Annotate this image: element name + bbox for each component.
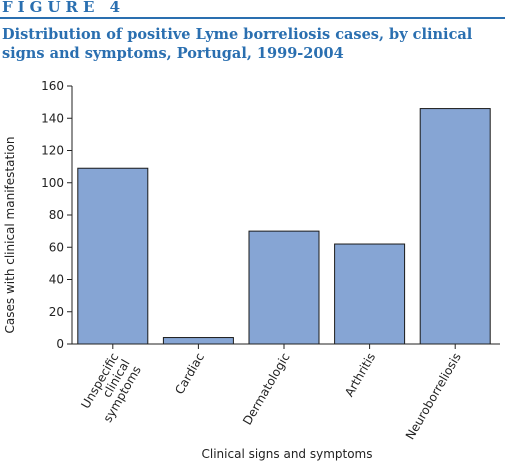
bar bbox=[248, 230, 320, 345]
x-tick-label: Arthritis bbox=[342, 351, 378, 400]
y-tick-label: 20 bbox=[49, 305, 64, 319]
y-tick-label: 0 bbox=[56, 337, 64, 351]
x-tick-label: Cardiac bbox=[172, 351, 207, 397]
figure-title: Distribution of positive Lyme borreliosi… bbox=[2, 26, 473, 62]
bars bbox=[77, 108, 491, 345]
y-axis-title: Cases with clinical manifestation bbox=[3, 137, 17, 334]
y-tick-label: 140 bbox=[41, 111, 64, 125]
x-axis-ticks: Unspecificclinicalsymptoms Cardiac Dermato… bbox=[78, 344, 464, 442]
header-rule bbox=[0, 17, 505, 19]
y-tick-label: 80 bbox=[49, 208, 64, 222]
bar bbox=[77, 167, 149, 345]
x-tick-label: Dermatologic bbox=[240, 351, 292, 428]
y-tick-label: 160 bbox=[41, 79, 64, 93]
y-tick-label: 40 bbox=[49, 273, 64, 287]
x-axis-title: Clinical signs and symptoms bbox=[202, 447, 373, 461]
y-tick-label: 120 bbox=[41, 144, 64, 158]
x-tick-label: Neuroborreliosis bbox=[403, 351, 464, 442]
bar bbox=[334, 243, 406, 345]
bar bbox=[419, 108, 491, 345]
y-tick-label: 100 bbox=[41, 176, 64, 190]
bar bbox=[162, 337, 234, 345]
y-tick-label: 60 bbox=[49, 240, 64, 254]
figure-label: FIGURE 4 bbox=[2, 0, 126, 16]
y-axis-ticks: 0 20 40 60 80 100 120 140 160 bbox=[41, 79, 72, 351]
x-tick-label: Unspecificclinicalsymptoms bbox=[78, 351, 144, 425]
